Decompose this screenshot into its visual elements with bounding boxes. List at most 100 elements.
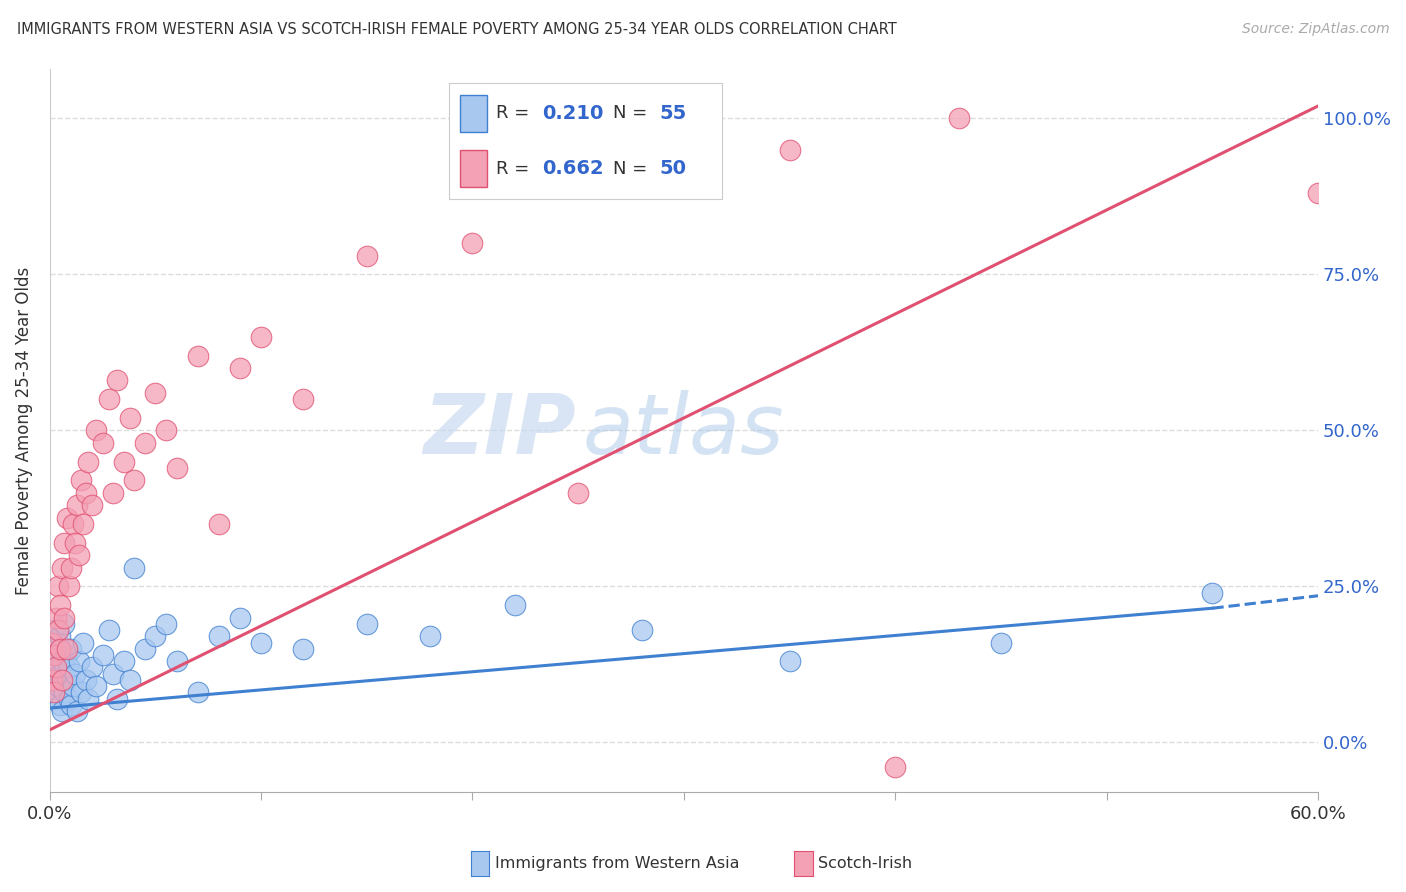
Point xyxy=(45,610,67,624)
Point xyxy=(356,616,378,631)
Point xyxy=(166,460,188,475)
Point xyxy=(1308,186,1330,201)
Point xyxy=(67,548,90,562)
Point xyxy=(55,648,77,662)
Point xyxy=(51,654,73,668)
Point xyxy=(292,392,315,407)
Point xyxy=(229,610,252,624)
Point xyxy=(45,660,67,674)
Text: IMMIGRANTS FROM WESTERN ASIA VS SCOTCH-IRISH FEMALE POVERTY AMONG 25-34 YEAR OLD: IMMIGRANTS FROM WESTERN ASIA VS SCOTCH-I… xyxy=(17,22,897,37)
Text: Scotch-Irish: Scotch-Irish xyxy=(818,856,912,871)
Point xyxy=(118,411,141,425)
Point xyxy=(59,560,82,574)
Point xyxy=(46,679,69,693)
Point xyxy=(101,485,124,500)
Point xyxy=(229,361,252,376)
Point xyxy=(42,660,65,674)
Point xyxy=(134,641,156,656)
Point xyxy=(80,660,103,674)
Point xyxy=(250,330,273,344)
Point xyxy=(58,691,80,706)
Point xyxy=(118,673,141,687)
Point xyxy=(145,386,167,401)
Point xyxy=(80,498,103,512)
Point xyxy=(51,673,73,687)
Point xyxy=(112,454,135,468)
Point xyxy=(49,641,72,656)
Point xyxy=(630,623,652,637)
Point xyxy=(779,143,801,157)
Point xyxy=(461,236,484,251)
Point xyxy=(166,654,188,668)
Point xyxy=(76,691,98,706)
Point xyxy=(46,623,69,637)
Point xyxy=(122,473,145,487)
Text: Source: ZipAtlas.com: Source: ZipAtlas.com xyxy=(1241,22,1389,37)
Y-axis label: Female Poverty Among 25-34 Year Olds: Female Poverty Among 25-34 Year Olds xyxy=(15,267,32,595)
Point xyxy=(208,516,231,531)
Point xyxy=(46,635,69,649)
Text: ZIP: ZIP xyxy=(423,390,576,471)
Point xyxy=(51,560,73,574)
Point xyxy=(503,598,526,612)
Point xyxy=(122,560,145,574)
Point xyxy=(105,374,128,388)
Point xyxy=(51,704,73,718)
Point xyxy=(59,641,82,656)
Point xyxy=(672,174,695,188)
Point xyxy=(187,685,209,699)
Point xyxy=(41,673,63,687)
Point xyxy=(779,654,801,668)
Point xyxy=(42,685,65,699)
Point xyxy=(66,498,89,512)
Point xyxy=(63,666,86,681)
Point xyxy=(67,654,90,668)
Point xyxy=(45,691,67,706)
Point xyxy=(76,454,98,468)
Point xyxy=(42,623,65,637)
Point xyxy=(62,679,84,693)
Point xyxy=(53,535,76,549)
Point xyxy=(55,510,77,524)
Point xyxy=(609,99,631,113)
Point xyxy=(42,685,65,699)
Point xyxy=(91,648,114,662)
Point xyxy=(101,666,124,681)
Point xyxy=(1201,585,1223,599)
Point xyxy=(250,635,273,649)
Point xyxy=(134,436,156,450)
Point xyxy=(155,616,177,631)
Point xyxy=(990,635,1012,649)
Point xyxy=(75,673,97,687)
Point xyxy=(72,516,94,531)
Point xyxy=(70,473,93,487)
Point xyxy=(208,629,231,643)
Point xyxy=(948,112,970,126)
Point xyxy=(53,685,76,699)
Point xyxy=(97,392,120,407)
Point xyxy=(46,579,69,593)
Point xyxy=(66,704,89,718)
Point xyxy=(356,249,378,263)
Point xyxy=(91,436,114,450)
Point xyxy=(187,349,209,363)
Point xyxy=(884,760,907,774)
Point xyxy=(145,629,167,643)
Point xyxy=(41,635,63,649)
Text: Immigrants from Western Asia: Immigrants from Western Asia xyxy=(495,856,740,871)
Point xyxy=(62,516,84,531)
Point xyxy=(53,616,76,631)
Point xyxy=(41,673,63,687)
Point xyxy=(49,598,72,612)
Point xyxy=(84,424,107,438)
Point xyxy=(49,666,72,681)
Point xyxy=(41,641,63,656)
Point xyxy=(63,535,86,549)
Point xyxy=(42,648,65,662)
Point xyxy=(49,629,72,643)
Point xyxy=(70,685,93,699)
Point xyxy=(58,579,80,593)
Point xyxy=(72,635,94,649)
Point xyxy=(49,698,72,712)
Text: atlas: atlas xyxy=(582,390,785,471)
